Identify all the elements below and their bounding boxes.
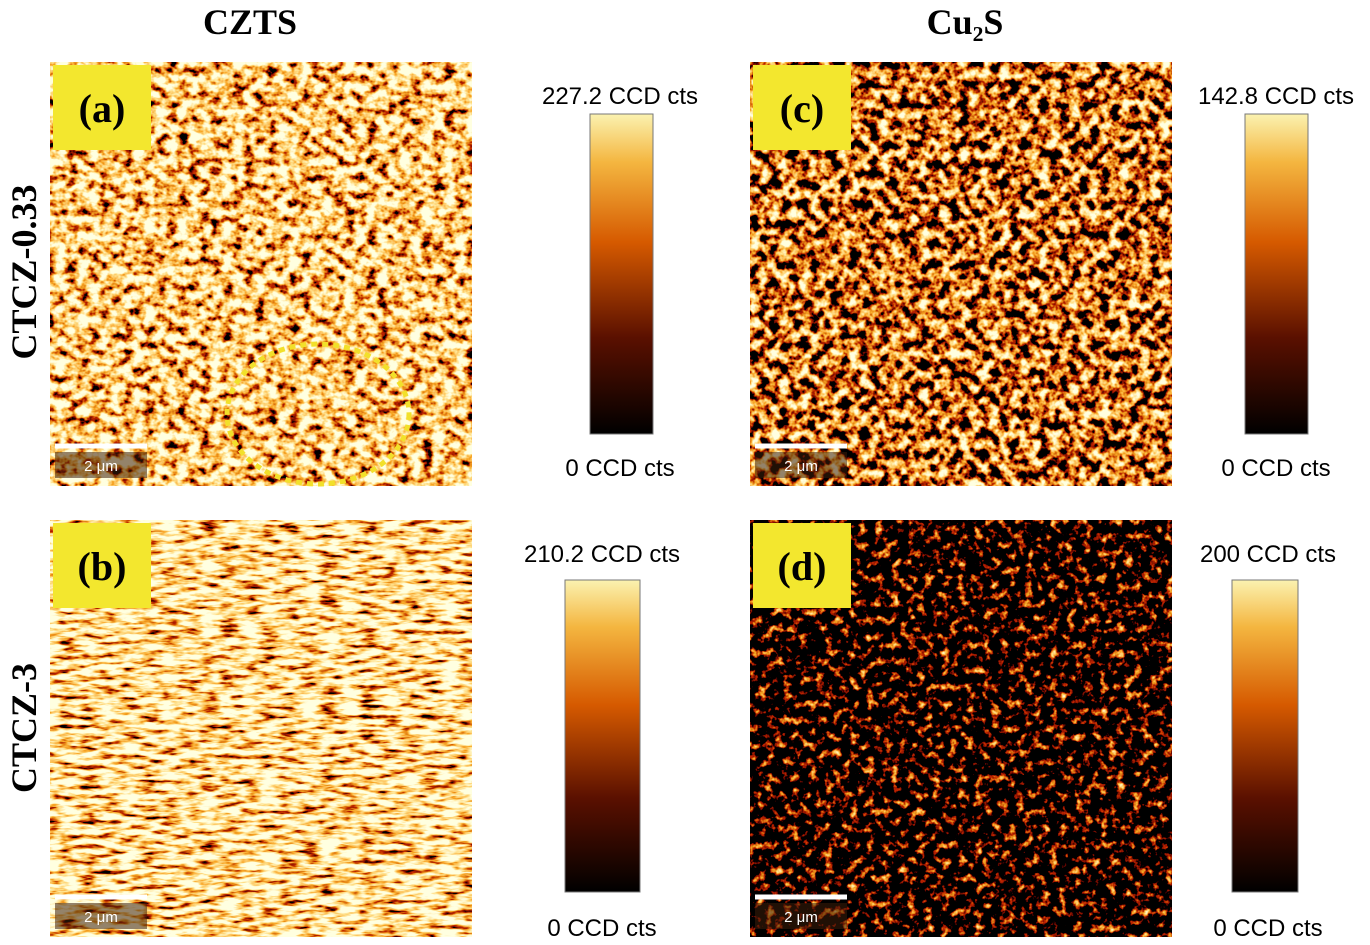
colorbar [1244, 113, 1309, 435]
colorbar-min: 0 CCD cts [1221, 455, 1330, 482]
scale-bar-label: 2 μm [784, 458, 818, 475]
scale-bar-bg [755, 903, 847, 929]
colorbar-min: 0 CCD cts [1213, 915, 1322, 942]
scale-bar-bg [755, 452, 847, 478]
panel-label: (c) [780, 86, 824, 131]
scale-bar-bg [55, 903, 147, 929]
colorbar [1231, 579, 1299, 893]
label-box [53, 65, 151, 150]
colorbar-max: 142.8 CCD cts [1198, 83, 1354, 110]
colorbar-max: 200 CCD cts [1200, 541, 1336, 568]
colorbar [589, 113, 654, 435]
colorbar-min: 0 CCD cts [565, 455, 674, 482]
panel-label: (b) [78, 544, 127, 589]
row-title: CTCZ-0.33 [4, 184, 44, 359]
panel-label: (d) [778, 544, 827, 589]
scale-bar-label: 2 μm [84, 458, 118, 475]
colorbar [564, 579, 641, 893]
panel-label: (a) [79, 86, 126, 131]
scale-bar-label: 2 μm [84, 909, 118, 926]
colorbar-max: 227.2 CCD cts [542, 83, 698, 110]
scale-bar-bg [55, 452, 147, 478]
column-title: Cu₂S [927, 2, 1004, 42]
column-title: CZTS [203, 2, 297, 42]
highlight-ellipse [224, 341, 412, 487]
label-box [753, 523, 851, 608]
scale-bar-label: 2 μm [784, 909, 818, 926]
colorbar-min: 0 CCD cts [547, 915, 656, 942]
colorbar-max: 210.2 CCD cts [524, 541, 680, 568]
label-box [753, 65, 851, 150]
row-title: CTCZ-3 [4, 663, 44, 793]
label-box [53, 523, 151, 608]
